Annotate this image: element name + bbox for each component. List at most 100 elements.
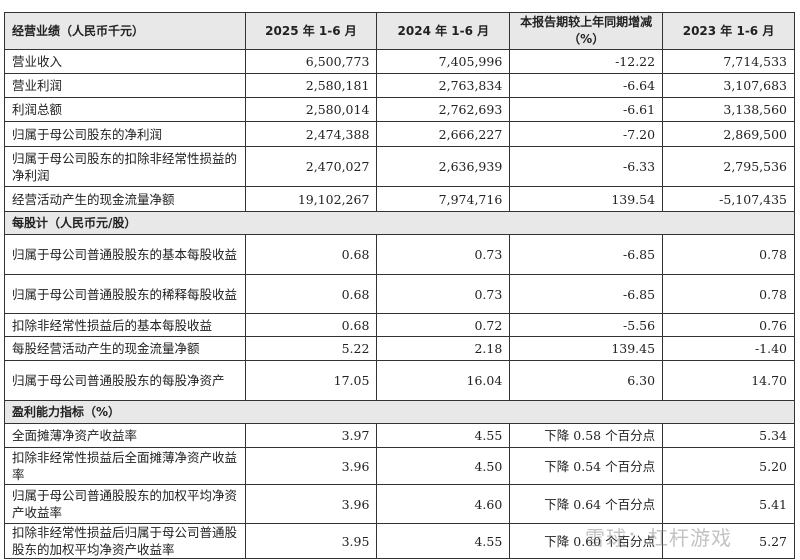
- table-row: 营业收入 6,500,773 7,405,996 -12.22 7,714,533: [4, 49, 795, 74]
- header-row: 经营业绩（人民币千元） 2025 年 1-6 月 2024 年 1-6 月本报告期较…: [4, 12, 795, 50]
- cell-value: 2,636,939: [376, 146, 511, 187]
- cell-value: 2,666,227: [376, 121, 511, 147]
- section-title: 每股计（人民币元/股）: [4, 211, 795, 235]
- cell-value: -5.56: [509, 313, 664, 337]
- cell-value: 14.70: [662, 360, 795, 401]
- cell-value: 16.04: [376, 360, 511, 401]
- cell-value: 下降 0.54 个百分点: [509, 447, 664, 485]
- row-label: 扣除非经常性损益后归属于母公司普通股股东的加权平均净资产收益率: [4, 523, 246, 559]
- table-row: 扣除非经常性损益后的基本每股收益 0.68 0.72 -5.56 0.76: [4, 313, 795, 337]
- cell-value: 2,474,388: [244, 121, 378, 147]
- cell-value: 0.68: [244, 274, 378, 314]
- cell-value: -1.40: [662, 336, 795, 361]
- cell-value: 19,102,267: [244, 186, 378, 212]
- cell-value: 0.76: [662, 313, 795, 337]
- cell-value: 2,580,181: [244, 73, 378, 98]
- column-header: 经营业绩（人民币千元）: [4, 12, 246, 50]
- table-row: 营业利润 2,580,181 2,763,834 -6.64 3,107,683: [4, 73, 795, 98]
- cell-value: -6.33: [509, 146, 664, 187]
- cell-value: 5.22: [244, 336, 378, 361]
- column-header: 2025 年 1-6 月: [244, 12, 378, 50]
- cell-value: 3.95: [244, 523, 378, 559]
- column-header: 本报告期较上年同期增减（%）: [509, 12, 664, 50]
- table-row: 归属于母公司股东的扣除非经常性损益的净利润 2,470,027 2,636,939-…: [4, 146, 795, 187]
- column-header: 2023 年 1-6 月: [662, 12, 795, 50]
- table-row: 扣除非经常性损益后归属于母公司普通股股东的加权平均净资产收益率 3.95 4.55 下…: [4, 523, 795, 559]
- cell-value: -7.20: [509, 121, 664, 147]
- row-label: 利润总额: [4, 97, 246, 122]
- table-row: 归属于母公司股东的净利润 2,474,388 2,666,227 -7.20 2,869…: [4, 121, 795, 147]
- cell-value: 3,107,683: [662, 73, 795, 98]
- column-header: 2024 年 1-6 月: [376, 12, 511, 50]
- cell-value: 0.73: [376, 274, 511, 314]
- cell-value: 0.78: [662, 274, 795, 314]
- cell-value: -12.22: [509, 49, 664, 74]
- cell-value: 3.96: [244, 447, 378, 485]
- cell-value: 0.68: [244, 234, 378, 275]
- table-row: 扣除非经常性损益后全面摊薄净资产收益率 3.96 4.50 下降 0.54 个百分点 5…: [4, 447, 795, 485]
- cell-value: 6,500,773: [244, 49, 378, 74]
- row-label: 经营活动产生的现金流量净额: [4, 186, 246, 212]
- row-label: 扣除非经常性损益后的基本每股收益: [4, 313, 246, 337]
- row-label: 归属于母公司普通股股东的每股净资产: [4, 360, 246, 401]
- table-row: 归属于母公司普通股股东的加权平均净资产收益率 3.96 4.60 下降 0.64 个百…: [4, 484, 795, 524]
- row-label: 归属于母公司股东的净利润: [4, 121, 246, 147]
- cell-value: 0.68: [244, 313, 378, 337]
- row-label: 归属于母公司普通股股东的基本每股收益: [4, 234, 246, 275]
- cell-value: 3,138,560: [662, 97, 795, 122]
- cell-value: 4.60: [376, 484, 511, 524]
- row-label: 归属于母公司股东的扣除非经常性损益的净利润: [4, 146, 246, 187]
- cell-value: 7,714,533: [662, 49, 795, 74]
- row-label: 每股经营活动产生的现金流量净额: [4, 336, 246, 361]
- cell-value: 4.55: [376, 423, 511, 448]
- cell-value: 2.18: [376, 336, 511, 361]
- cell-value: -5,107,435: [662, 186, 795, 212]
- row-label: 营业收入: [4, 49, 246, 74]
- financial-summary-table: 经营业绩（人民币千元） 2025 年 1-6 月 2024 年 1-6 月本报告期较…: [4, 12, 795, 559]
- table-row: 利润总额 2,580,014 2,762,693 -6.61 3,138,560: [4, 97, 795, 122]
- cell-value: 7,405,996: [376, 49, 511, 74]
- cell-value: 3.96: [244, 484, 378, 524]
- cell-value: 2,580,014: [244, 97, 378, 122]
- cell-value: 2,763,834: [376, 73, 511, 98]
- table-row: 每股经营活动产生的现金流量净额 5.22 2.18 139.45 -1.40: [4, 336, 795, 361]
- cell-value: 2,762,693: [376, 97, 511, 122]
- cell-value: -6.85: [509, 234, 664, 275]
- cell-value: 17.05: [244, 360, 378, 401]
- cell-value: 下降 0.60 个百分点: [509, 523, 664, 559]
- cell-value: 2,795,536: [662, 146, 795, 187]
- row-label: 扣除非经常性损益后全面摊薄净资产收益率: [4, 447, 246, 485]
- cell-value: 2,470,027: [244, 146, 378, 187]
- cell-value: 4.55: [376, 523, 511, 559]
- cell-value: -6.85: [509, 274, 664, 314]
- cell-value: 5.20: [662, 447, 795, 485]
- cell-value: 4.50: [376, 447, 511, 485]
- cell-value: -6.64: [509, 73, 664, 98]
- row-label: 归属于母公司普通股股东的加权平均净资产收益率: [4, 484, 246, 524]
- cell-value: 0.78: [662, 234, 795, 275]
- table-row: 经营活动产生的现金流量净额 19,102,267 7,974,716 139.54 -5…: [4, 186, 795, 212]
- cell-value: 0.72: [376, 313, 511, 337]
- cell-value: 0.73: [376, 234, 511, 275]
- cell-value: 下降 0.64 个百分点: [509, 484, 664, 524]
- cell-value: 5.27: [662, 523, 795, 559]
- table-row: 归属于母公司普通股股东的基本每股收益 0.68 0.73 -6.85 0.78: [4, 234, 795, 275]
- cell-value: 3.97: [244, 423, 378, 448]
- cell-value: -6.61: [509, 97, 664, 122]
- row-label: 全面摊薄净资产收益率: [4, 423, 246, 448]
- row-label: 营业利润: [4, 73, 246, 98]
- cell-value: 5.41: [662, 484, 795, 524]
- cell-value: 下降 0.58 个百分点: [509, 423, 664, 448]
- section-title: 盈利能力指标（%）: [4, 400, 795, 424]
- cell-value: 7,974,716: [376, 186, 511, 212]
- table-row: 全面摊薄净资产收益率 3.97 4.55 下降 0.58 个百分点 5.34: [4, 423, 795, 448]
- cell-value: 2,869,500: [662, 121, 795, 147]
- section-header-row: 每股计（人民币元/股）: [4, 211, 795, 235]
- row-label: 归属于母公司普通股股东的稀释每股收益: [4, 274, 246, 314]
- section-header-row: 盈利能力指标（%）: [4, 400, 795, 424]
- table-row: 归属于母公司普通股股东的每股净资产 17.05 16.04 6.30 14.70: [4, 360, 795, 401]
- watermark: 雪球：杠杆游戏: [585, 526, 732, 550]
- cell-value: 139.54: [509, 186, 664, 212]
- table-row: 归属于母公司普通股股东的稀释每股收益 0.68 0.73 -6.85 0.78: [4, 274, 795, 314]
- cell-value: 6.30: [509, 360, 664, 401]
